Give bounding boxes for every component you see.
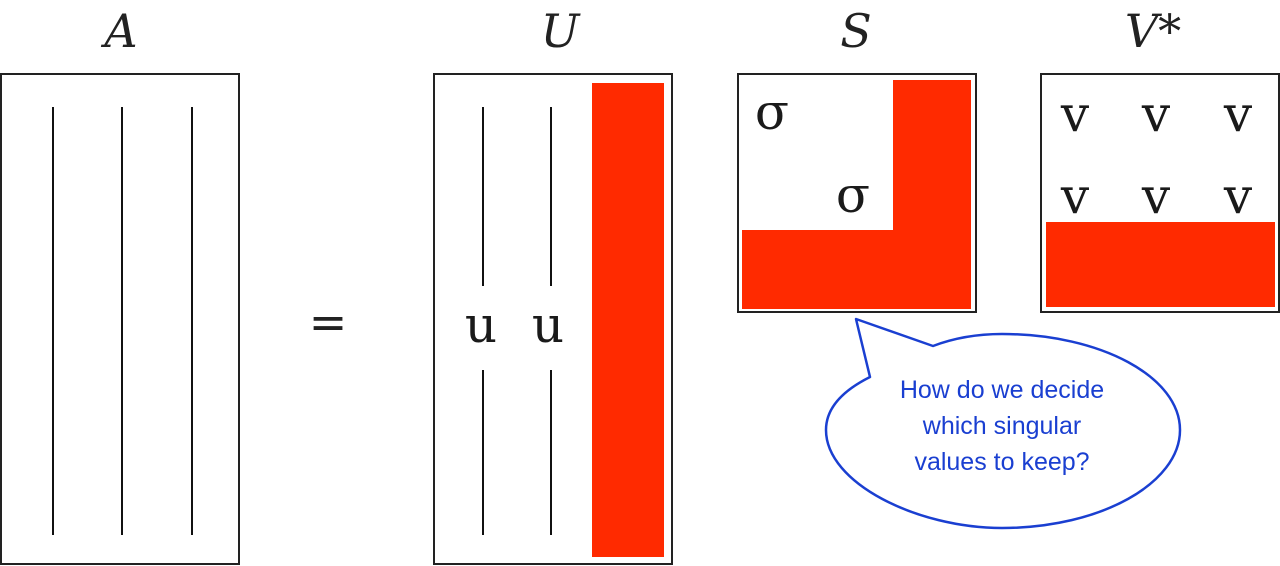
bubble-line-2: which singular: [922, 412, 1081, 440]
v-symbol-6: v: [1223, 167, 1253, 225]
matrix-v: v v v v v v: [1040, 73, 1280, 313]
speech-bubble-outline: [824, 317, 1182, 530]
bubble-line-1: How do we decide: [900, 376, 1104, 404]
v-truncated-rows-highlight: [1046, 222, 1275, 307]
u-vector-symbol-1: u: [465, 296, 497, 354]
matrix-u-label: U: [541, 4, 582, 58]
v-symbol-2: v: [1141, 85, 1171, 143]
u-truncated-columns-highlight: [592, 83, 664, 557]
equals-sign: =: [309, 295, 348, 349]
sigma-symbol-2: σ: [836, 166, 870, 224]
speech-bubble: How do we decide which singular values t…: [824, 317, 1182, 530]
matrix-u: u u: [433, 73, 673, 565]
u-vector-symbol-2: u: [532, 296, 564, 354]
matrix-u-frame: [433, 73, 673, 565]
matrix-a-label: A: [100, 4, 137, 58]
matrix-s-frame: [737, 73, 977, 313]
matrix-v-frame: [1040, 73, 1280, 313]
v-symbol-5: v: [1141, 167, 1171, 225]
matrix-a-frame: [0, 73, 240, 565]
matrix-s-label: S: [840, 4, 872, 58]
matrix-v-label: V*: [1125, 4, 1181, 58]
matrix-s: σ σ: [737, 73, 977, 313]
bubble-line-3: values to keep?: [914, 448, 1089, 476]
v-symbol-3: v: [1223, 85, 1253, 143]
v-symbol-4: v: [1060, 167, 1090, 225]
matrix-a: [0, 73, 240, 565]
sigma-symbol-1: σ: [755, 83, 789, 141]
s-truncated-values-highlight: [742, 80, 971, 309]
v-symbol-1: v: [1060, 85, 1090, 143]
